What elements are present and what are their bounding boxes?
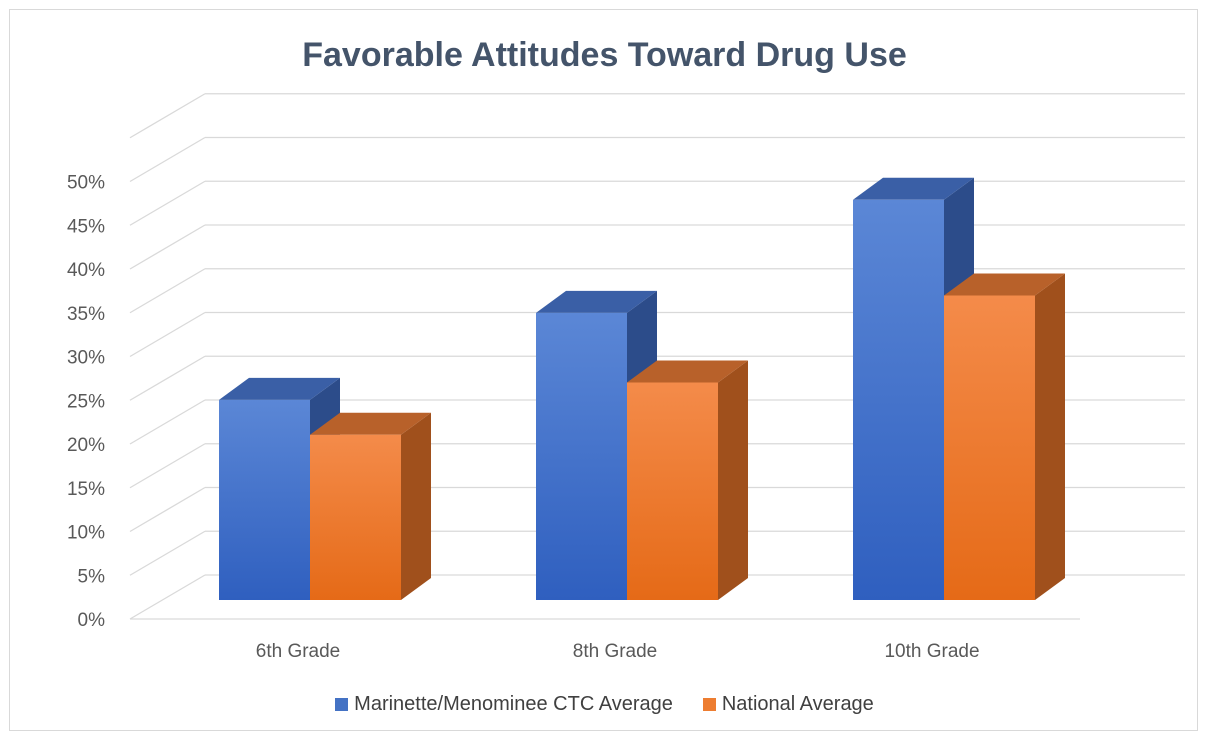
gridline-side [129, 224, 206, 270]
legend-swatch-series-2 [702, 698, 716, 711]
gridline-side [129, 355, 206, 401]
gridline-side [129, 136, 206, 183]
x-category-label: 8th Grade [573, 641, 658, 662]
bar-national-2 [627, 382, 718, 600]
y-tick-label: 30% [67, 348, 105, 369]
gridline-side [129, 530, 206, 576]
bar-top [536, 290, 657, 313]
gridline-side [129, 311, 206, 358]
bar-ctc-1 [219, 399, 310, 600]
gridline-side [129, 443, 206, 489]
gridline-side [129, 574, 206, 620]
y-tick-label: 5% [78, 566, 106, 587]
legend-item-series-1: Marinette/Menominee CTC Average [335, 693, 673, 716]
legend-swatch-series-1 [335, 698, 349, 711]
y-tick-label: 40% [67, 260, 105, 281]
bar-side [718, 360, 748, 600]
y-tick-label: 50% [67, 173, 105, 194]
chart-legend: Marinette/Menominee CTC Average National… [0, 693, 1209, 716]
y-tick-label: 20% [67, 435, 105, 456]
bar-top [853, 177, 974, 200]
legend-label-series-2: National Average [721, 693, 874, 715]
gridline-side [129, 268, 206, 314]
legend-label-series-1: Marinette/Menominee CTC Average [354, 693, 673, 715]
bar-ctc-2 [536, 312, 627, 600]
gridline-side [129, 93, 206, 139]
bar-ctc-3 [853, 199, 944, 601]
x-category-label: 6th Grade [256, 641, 341, 662]
gridline-side [129, 180, 206, 226]
x-category-label: 10th Grade [884, 641, 979, 662]
bar-national-1 [310, 434, 401, 600]
y-tick-label: 10% [67, 523, 105, 544]
bar-top [944, 273, 1065, 296]
gridline-side [129, 486, 206, 533]
bar-top [219, 377, 340, 400]
bar-top [310, 412, 431, 435]
y-tick-label: 35% [67, 304, 105, 325]
bar-national-3 [944, 295, 1035, 600]
bar-top [627, 360, 748, 383]
bar-side [1035, 273, 1065, 600]
y-tick-label: 15% [67, 479, 105, 500]
gridline-side [129, 399, 206, 445]
bar-side [401, 412, 431, 600]
legend-item-series-2: National Average [702, 693, 874, 716]
y-tick-label: 0% [78, 610, 106, 631]
y-tick-label: 45% [67, 216, 105, 237]
chart-title: Favorable Attitudes Toward Drug Use [302, 36, 907, 74]
y-tick-label: 25% [67, 391, 105, 412]
